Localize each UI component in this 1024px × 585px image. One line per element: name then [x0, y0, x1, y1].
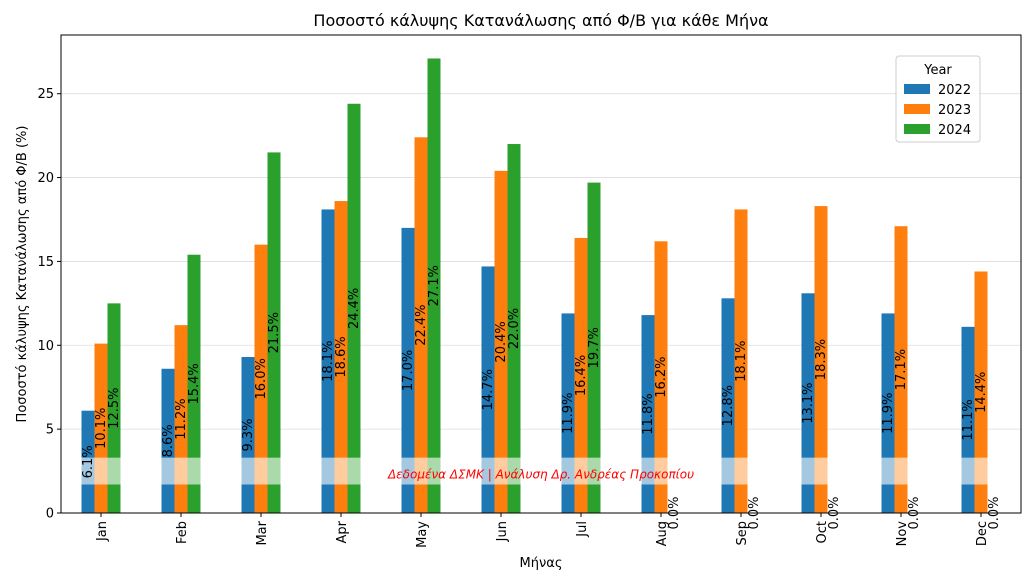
- legend-swatch-2023: [904, 104, 930, 114]
- data-label: 24.4%: [347, 288, 362, 329]
- x-tick-label: Sep: [735, 521, 750, 546]
- chart-title: Ποσοστό κάλυψης Κατανάλωσης από Φ/Β για …: [313, 11, 768, 30]
- legend-title: Year: [923, 63, 952, 78]
- bar-2024-Apr: [347, 103, 361, 513]
- bar-2022-Jun: [481, 266, 495, 513]
- data-label: 17.0%: [401, 350, 416, 391]
- data-label: 27.1%: [427, 265, 442, 306]
- legend-box: [895, 55, 981, 143]
- bar-2023-Dec: [974, 271, 988, 513]
- bar-2023-Aug: [654, 241, 668, 513]
- data-label: 17.1%: [894, 349, 909, 390]
- data-label: 21.5%: [267, 312, 282, 353]
- bar-2023-Oct: [814, 206, 828, 514]
- x-tick-label: Oct: [815, 521, 830, 543]
- x-tick-label: Jan: [95, 521, 110, 542]
- bars: [81, 58, 988, 514]
- legend-label-2024: 2024: [938, 123, 971, 138]
- y-tick-label: 0: [46, 507, 54, 522]
- data-label: 18.6%: [334, 336, 349, 377]
- y-tick-label: 10: [37, 339, 54, 354]
- x-tick-label: Feb: [175, 521, 190, 544]
- data-label: 6.1%: [81, 445, 96, 478]
- x-tick-label: Aug: [655, 521, 670, 546]
- x-tick-label: Jul: [575, 521, 590, 538]
- data-label: 10.1%: [94, 408, 109, 449]
- bar-2024-Mar: [267, 152, 281, 513]
- y-tick-label: 5: [46, 423, 54, 438]
- bar-2023-Mar: [254, 244, 268, 514]
- bar-2023-Sep: [734, 209, 748, 513]
- bar-2024-May: [427, 58, 441, 513]
- bar-2023-May: [414, 137, 428, 513]
- x-tick-label: Nov: [895, 521, 910, 547]
- legend-swatch-2024: [904, 124, 930, 134]
- legend-swatch-2022: [904, 84, 930, 94]
- bar-2023-Nov: [894, 226, 908, 513]
- bar-2024-Jun: [507, 144, 521, 513]
- data-label: 12.5%: [107, 388, 122, 429]
- data-label: 22.4%: [414, 304, 429, 345]
- x-tick-label: Apr: [335, 520, 350, 543]
- data-label: 18.1%: [321, 341, 336, 382]
- data-label: 11.2%: [174, 398, 189, 439]
- legend-label-2023: 2023: [938, 103, 971, 118]
- data-label: 13.1%: [801, 382, 816, 423]
- y-tick-label: 20: [37, 171, 54, 186]
- bar-2022-May: [401, 227, 415, 513]
- data-label: 18.1%: [734, 341, 749, 382]
- data-label: 12.8%: [721, 385, 736, 426]
- bar-2022-Apr: [321, 209, 335, 513]
- y-tick-label: 25: [37, 87, 54, 102]
- data-label: 11.8%: [641, 393, 656, 434]
- data-label: 16.4%: [574, 355, 589, 396]
- data-label: 18.3%: [814, 339, 829, 380]
- gridlines: [61, 93, 1021, 430]
- data-label: 11.9%: [881, 393, 896, 434]
- data-labels: 6.1%10.1%12.5% 8.6%11.2%15.4% 9.3% 16.0% 21.…: [81, 265, 1002, 529]
- y-axis: 0 5 10 15 20 25: [37, 87, 61, 522]
- plot-frame: [60, 34, 1022, 514]
- x-tick-label: Dec: [975, 521, 990, 546]
- watermark-band-bg: [61, 457, 1021, 485]
- x-tick-label: May: [415, 521, 430, 548]
- x-axis: Jan Feb Mar Apr May Jun Jul Aug Sep Oct Nov Dec: [95, 513, 990, 548]
- legend-label-2022: 2022: [938, 83, 971, 98]
- data-label: 14.7%: [481, 369, 496, 410]
- data-label: 9.3%: [241, 418, 256, 451]
- data-label: 19.7%: [587, 327, 602, 368]
- data-label: 16.2%: [654, 356, 669, 397]
- x-tick-label: Mar: [255, 520, 270, 545]
- data-label: 15.4%: [187, 363, 202, 404]
- data-label: 16.0%: [254, 358, 269, 399]
- data-label: 8.6%: [161, 424, 176, 457]
- watermark-band: Δεδομένα ΔΣΜΚ | Ανάλυση Δρ. Ανδρέας Προκ…: [61, 457, 1021, 485]
- bar-2023-Apr: [334, 201, 348, 513]
- watermark-text: Δεδομένα ΔΣΜΚ | Ανάλυση Δρ. Ανδρέας Προκ…: [387, 467, 694, 481]
- bar-2023-Jun: [494, 170, 508, 513]
- data-label: 11.1%: [961, 399, 976, 440]
- y-tick-label: 15: [37, 255, 54, 270]
- x-axis-label: Μήνας: [520, 556, 563, 571]
- data-label: 11.9%: [561, 393, 576, 434]
- legend: Year 2022 2023 2024: [895, 55, 981, 143]
- x-tick-label: Jun: [495, 521, 510, 542]
- data-label: 20.4%: [494, 321, 509, 362]
- data-label: 22.0%: [507, 308, 522, 349]
- data-label: 14.4%: [974, 372, 989, 413]
- bar-2023-Jul: [574, 237, 588, 513]
- bar-2024-Jul: [587, 182, 601, 513]
- bar-2024-Feb: [187, 254, 201, 513]
- y-axis-label: Ποσοστό κάλυψης Κατανάλωσης από Φ/Β (%): [15, 126, 30, 423]
